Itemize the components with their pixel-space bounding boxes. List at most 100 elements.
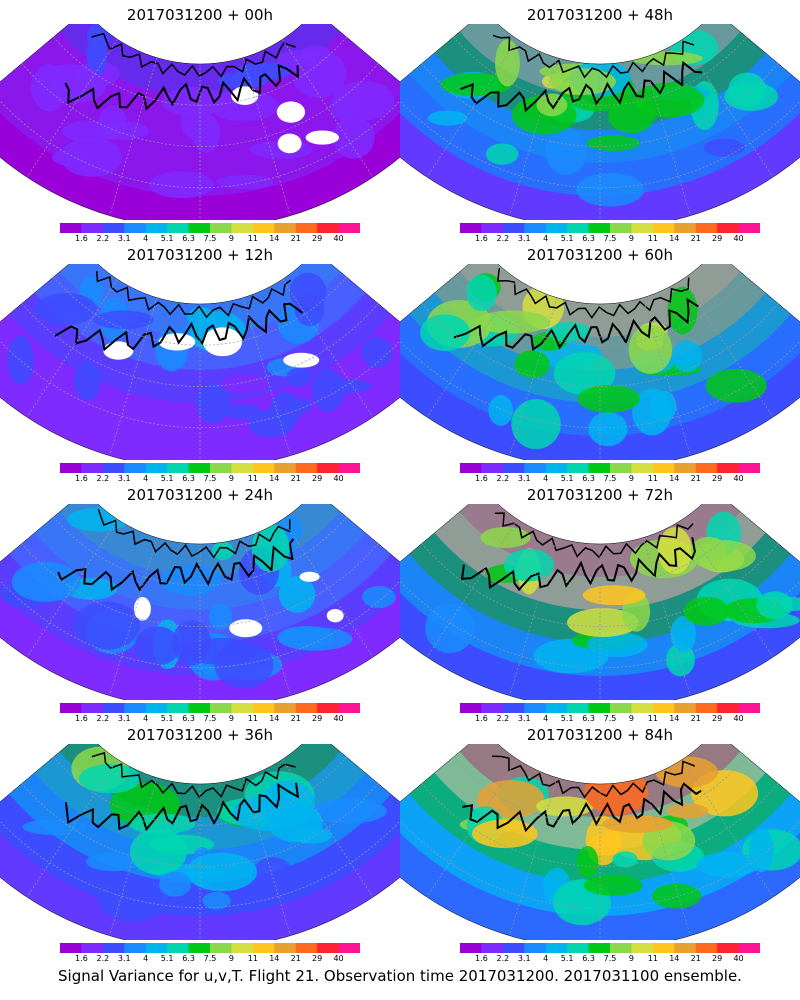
graticule-meridian xyxy=(282,519,374,658)
colorbar-swatch xyxy=(610,703,632,713)
colorbar-swatch xyxy=(674,703,697,713)
colorbar-swatch xyxy=(124,223,147,233)
colorbar-tick-label: 40 xyxy=(733,954,744,963)
colorbar-labels: 1.6 2.2 3.1 4 5.1 6.3 7.5 9 11 14 21 29 40 xyxy=(460,714,760,724)
colorbar-swatch xyxy=(124,943,147,953)
map-outline xyxy=(400,264,800,460)
colorbar-tick-label: 29 xyxy=(312,954,323,963)
colorbar-swatch xyxy=(738,463,760,473)
colorbar-tick-label: 6.3 xyxy=(182,474,195,483)
colorbar-swatch xyxy=(252,943,275,953)
variance-blob xyxy=(31,64,68,112)
colorbar-swatch xyxy=(695,463,718,473)
variance-blob xyxy=(705,368,767,403)
colorbar-tick-label: 3.1 xyxy=(117,474,131,483)
colorbar-swatch xyxy=(695,223,718,233)
graticule-parallel xyxy=(453,276,747,346)
colorbar-tick-label: 2.2 xyxy=(96,954,110,963)
colorbar-tick-label: 14 xyxy=(669,234,680,243)
missing-data-patch xyxy=(158,333,196,351)
variance-blob xyxy=(577,384,640,413)
colorbar-swatch xyxy=(188,223,211,233)
variance-blob xyxy=(311,798,387,824)
colorbar-swatch xyxy=(81,703,104,713)
colorbar-tick-label: 3.1 xyxy=(517,954,531,963)
map-outline xyxy=(400,744,800,940)
colorbar-swatch xyxy=(545,703,568,713)
colorbar-swatch xyxy=(231,463,254,473)
variance-blob xyxy=(724,82,779,111)
colorbar-tick-label: 9 xyxy=(628,474,634,483)
colorbar-swatch xyxy=(167,943,190,953)
colorbar-swatch xyxy=(588,943,611,953)
colorbar-swatch xyxy=(188,463,211,473)
colorbar-tick-label: 5.1 xyxy=(160,234,174,243)
variance-blob xyxy=(584,767,649,816)
map-band xyxy=(400,575,800,700)
variance-blob xyxy=(301,45,332,63)
colorbar-labels: 1.6 2.2 3.1 4 5.1 6.3 7.5 9 11 14 21 29 40 xyxy=(460,234,760,244)
variance-blob xyxy=(652,883,702,909)
colorbar-swatch xyxy=(717,703,740,713)
colorbar-swatch xyxy=(631,703,654,713)
colorbar-swatch xyxy=(524,943,547,953)
graticule-parallel xyxy=(53,276,347,346)
map-band xyxy=(400,95,800,220)
graticule-meridian xyxy=(26,39,118,178)
colorbar-swatch xyxy=(317,463,340,473)
colorbar-tick-label: 21 xyxy=(290,714,301,723)
colorbar-tick-label: 29 xyxy=(312,474,323,483)
colorbar-tick-label: 9 xyxy=(228,714,234,723)
colorbar-swatch xyxy=(524,703,547,713)
variance-blob xyxy=(202,891,231,910)
variance-blob xyxy=(277,625,334,649)
variance-blob xyxy=(208,90,279,122)
colorbar-labels: 1.6 2.2 3.1 4 5.1 6.3 7.5 9 11 14 21 29 40 xyxy=(60,234,360,244)
colorbar-tick-label: 2.2 xyxy=(496,714,510,723)
variance-blob xyxy=(567,608,639,638)
colorbar-swatch xyxy=(210,703,232,713)
variance-blob xyxy=(589,832,623,856)
variance-blob xyxy=(703,138,745,157)
variance-blob xyxy=(192,113,221,153)
colorbar-tick-label: 2.2 xyxy=(496,954,510,963)
colorbar-swatch xyxy=(738,223,760,233)
colorbar-swatch xyxy=(502,223,525,233)
graticule-meridian xyxy=(109,777,158,936)
colorbar-swatch xyxy=(652,703,675,713)
coastline xyxy=(95,271,292,319)
variance-blob xyxy=(474,310,551,334)
forecast-panel: 2017031200 + 12h 1.6 2.2 3.1 4 5.1 6.3 7.5 9 11 14… xyxy=(0,240,400,483)
forecast-panel: 2017031200 + 48h 1.6 2.2 3.1 4 5.1 6.3 7.5 9 11 14… xyxy=(400,0,800,243)
colorbar-swatch xyxy=(631,943,654,953)
colorbar xyxy=(460,703,760,713)
colorbar-tick-label: 21 xyxy=(290,954,301,963)
colorbar-tick-label: 6.3 xyxy=(582,234,595,243)
variance-map xyxy=(400,744,800,940)
graticule-meridian xyxy=(509,297,558,456)
missing-data-patch xyxy=(305,130,340,145)
variance-blob xyxy=(666,803,709,819)
panel-title: 2017031200 + 84h xyxy=(526,726,674,744)
missing-data-patch xyxy=(202,327,243,357)
colorbar-swatch xyxy=(60,703,82,713)
colorbar-labels: 1.6 2.2 3.1 4 5.1 6.3 7.5 9 11 14 21 29 40 xyxy=(460,954,760,964)
coastline xyxy=(460,60,703,113)
variance-blob xyxy=(86,32,107,79)
colorbar-tick-label: 4 xyxy=(543,954,549,963)
variance-blob xyxy=(427,110,468,126)
colorbar-labels: 1.6 2.2 3.1 4 5.1 6.3 7.5 9 11 14 21 29 40 xyxy=(60,714,360,724)
colorbar-swatch xyxy=(81,943,104,953)
colorbar-swatch xyxy=(338,943,360,953)
colorbar-tick-label: 11 xyxy=(247,954,258,963)
colorbar-tick-label: 1.6 xyxy=(75,714,88,723)
colorbar-tick-label: 21 xyxy=(690,474,701,483)
variance-blob xyxy=(362,586,396,609)
map-band xyxy=(0,575,400,700)
missing-data-patch xyxy=(283,352,320,368)
variance-blob xyxy=(666,643,695,677)
colorbar-swatch xyxy=(60,223,82,233)
variance-blob xyxy=(583,874,643,896)
colorbar-swatch xyxy=(317,223,340,233)
colorbar-tick-label: 29 xyxy=(712,234,723,243)
